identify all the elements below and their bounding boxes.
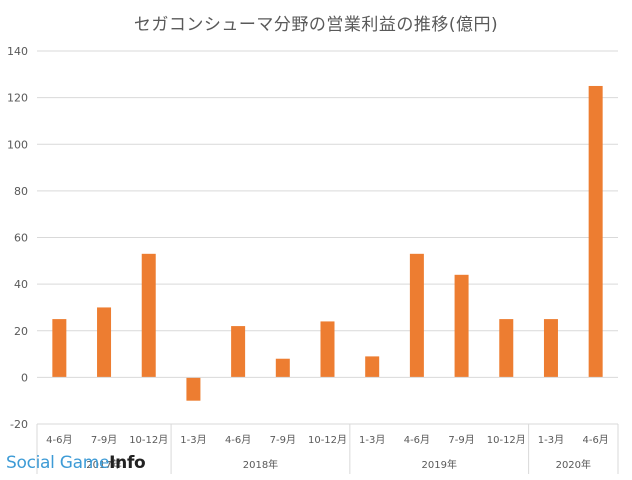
y-tick-label: -20 (10, 418, 28, 431)
y-tick-label: 120 (7, 92, 28, 105)
x-group-label: 2017年 (86, 458, 121, 471)
y-tick-label: 100 (7, 138, 28, 151)
x-tick-label: 4-6月 (582, 434, 608, 446)
bar (275, 358, 290, 378)
bar (52, 319, 67, 378)
bar (231, 326, 246, 378)
x-tick-label: 10-12月 (129, 434, 168, 446)
bar (320, 321, 335, 378)
x-tick-label: 4-6月 (225, 434, 251, 446)
bar (588, 85, 603, 378)
x-group-label: 2020年 (556, 458, 591, 471)
x-tick-label: 7-9月 (270, 434, 296, 446)
y-tick-label: 0 (21, 371, 28, 384)
x-tick-label: 7-9月 (448, 434, 474, 446)
y-tick-label: 140 (7, 45, 28, 58)
x-tick-label: 10-12月 (487, 434, 526, 446)
bar (499, 319, 514, 378)
bar (454, 274, 469, 378)
x-tick-label: 1-3月 (538, 434, 564, 446)
x-tick-label: 4-6月 (46, 434, 72, 446)
watermark-text-info: Info (109, 453, 146, 473)
x-tick-label: 1-3月 (180, 434, 206, 446)
x-group-label: 2019年 (422, 458, 457, 471)
bar (97, 307, 112, 378)
x-group-label: 2018年 (243, 458, 278, 471)
y-tick-label: 20 (14, 325, 28, 338)
y-tick-label: 60 (14, 232, 28, 245)
bar (186, 377, 201, 401)
y-tick-label: 80 (14, 185, 28, 198)
bar (543, 319, 558, 378)
watermark-logo: Social GameInfo (6, 453, 146, 473)
bar (365, 356, 380, 378)
x-tick-label: 10-12月 (308, 434, 347, 446)
x-tick-label: 1-3月 (359, 434, 385, 446)
bar (141, 253, 156, 378)
y-tick-label: 40 (14, 278, 28, 291)
x-tick-label: 4-6月 (404, 434, 430, 446)
x-tick-label: 7-9月 (91, 434, 117, 446)
watermark-text-social-game: Social Game (6, 453, 110, 473)
chart-title: セガコンシューマ分野の営業利益の推移(億円) (133, 15, 499, 35)
bar (409, 253, 424, 378)
